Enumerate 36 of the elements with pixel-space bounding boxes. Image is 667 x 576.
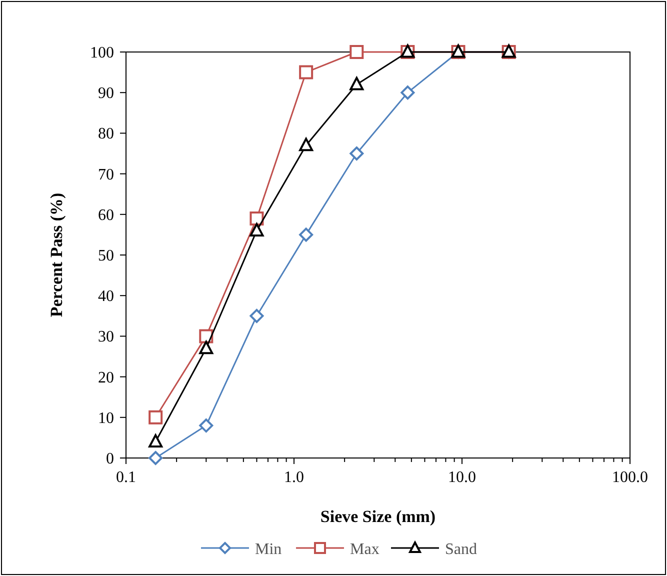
y-tick-label: 30 (98, 328, 114, 346)
y-tick-label: 80 (98, 126, 114, 143)
point (148, 434, 163, 448)
point (199, 418, 214, 433)
point (250, 223, 264, 236)
y-tick-label: 60 (98, 206, 114, 224)
y-tick-label: 10 (98, 410, 114, 427)
x-tick-label: 0.1 (116, 469, 136, 486)
y-tick-label: 100 (90, 44, 114, 62)
point (250, 308, 264, 323)
y-tick-label: 0 (106, 450, 114, 468)
y-tick-label: 20 (98, 369, 114, 386)
point (299, 65, 314, 80)
legend-label: Min (255, 541, 282, 558)
y-tick-label: 70 (98, 166, 114, 184)
y-axis-title: Percent Pass (%) (47, 192, 66, 318)
point (250, 211, 264, 226)
y-tick-label: 40 (98, 288, 114, 306)
point (400, 86, 415, 100)
point (350, 45, 364, 59)
y-tick-label: 50 (98, 248, 114, 264)
x-tick-label: 1.0 (284, 469, 304, 486)
x-axis-title: Sieve Size (mm) (320, 507, 436, 526)
y-tick-label: 90 (98, 85, 114, 102)
point (148, 410, 163, 424)
point (199, 340, 214, 354)
point (199, 329, 214, 344)
point (299, 138, 314, 152)
legend-label: Max (350, 541, 380, 558)
x-tick-label: 100.0 (612, 469, 648, 486)
point (148, 451, 163, 465)
point (350, 76, 364, 90)
legend-label: Sand (445, 541, 477, 558)
point (350, 146, 364, 160)
x-tick-label: 10.0 (448, 469, 476, 486)
point (299, 228, 314, 242)
